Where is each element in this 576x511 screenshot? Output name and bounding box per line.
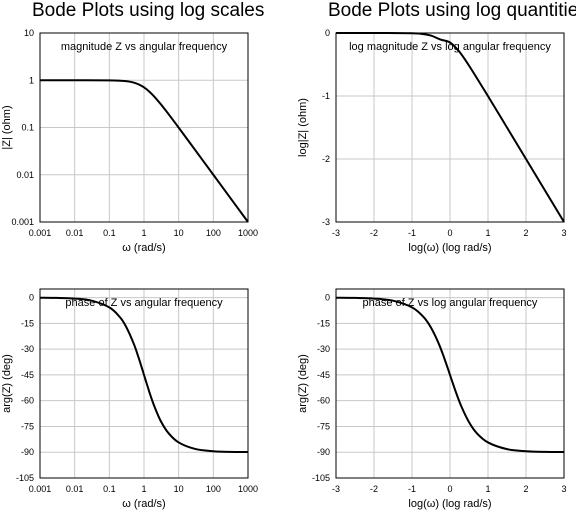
plot-frame <box>335 32 565 223</box>
chart-title: phase of Z vs angular frequency <box>65 297 223 309</box>
series-line <box>335 296 565 454</box>
x-tick-label: 1 <box>485 228 490 238</box>
x-tick-label: -2 <box>370 228 378 238</box>
series-line <box>335 31 565 223</box>
x-tick-label: 0 <box>447 484 452 494</box>
y-tick-label: -45 <box>317 370 330 380</box>
x-axis-label: ω (rad/s) <box>122 498 165 510</box>
y-tick-label: -60 <box>21 396 34 406</box>
y-axis-label: log|Z| (ohm) <box>297 98 309 157</box>
chart-title: phase of Z vs log angular frequency <box>363 297 538 309</box>
x-tick-label: 3 <box>561 228 566 238</box>
x-tick-label: 1 <box>141 228 146 238</box>
y-tick-label: -1 <box>322 91 330 101</box>
x-tick-label: 0.001 <box>29 228 52 238</box>
x-tick-label: 10 <box>174 228 184 238</box>
x-tick-label: 0.1 <box>103 484 116 494</box>
heading-log-scales: Bode Plots using log scales <box>32 0 265 21</box>
x-tick-label: -3 <box>332 484 340 494</box>
x-tick-label: 0.001 <box>29 484 52 494</box>
y-tick-label: 0 <box>325 28 330 38</box>
y-tick-label: 0 <box>325 293 330 303</box>
x-tick-label: -1 <box>408 228 416 238</box>
y-axis-label: |Z| (ohm) <box>1 105 13 149</box>
x-tick-label: 0.01 <box>66 484 84 494</box>
chart-title: log magnitude Z vs log angular frequency <box>349 41 551 53</box>
x-tick-label: 1 <box>141 484 146 494</box>
y-tick-label: -105 <box>16 473 34 483</box>
x-tick-label: 100 <box>206 228 221 238</box>
x-tick-label: 1 <box>485 484 490 494</box>
x-axis-label: log(ω) (log rad/s) <box>408 242 491 254</box>
plot-frame <box>335 288 565 479</box>
y-tick-label: -75 <box>21 421 34 431</box>
y-tick-label: 0 <box>29 293 34 303</box>
y-tick-label: -30 <box>21 344 34 354</box>
x-axis-label: ω (rad/s) <box>122 242 165 254</box>
y-tick-label: -90 <box>317 447 330 457</box>
y-tick-label: -75 <box>317 421 330 431</box>
series-line <box>39 79 249 223</box>
y-axis-label: arg(Z) (deg) <box>1 354 13 413</box>
x-axis-label: log(ω) (log rad/s) <box>408 498 491 510</box>
x-tick-label: 10 <box>174 484 184 494</box>
plot-frame <box>39 32 249 223</box>
y-tick-label: -60 <box>317 396 330 406</box>
x-tick-label: 100 <box>206 484 221 494</box>
y-tick-label: 10 <box>24 28 34 38</box>
y-tick-label: 0.01 <box>16 170 34 180</box>
y-tick-label: -15 <box>317 318 330 328</box>
y-tick-label: 0.001 <box>11 217 34 227</box>
x-tick-label: 0.01 <box>66 228 84 238</box>
x-tick-label: 2 <box>523 228 528 238</box>
x-tick-label: 0.1 <box>103 228 116 238</box>
x-tick-label: 1000 <box>238 484 258 494</box>
plot-frame <box>39 288 249 479</box>
x-tick-label: 1000 <box>238 228 258 238</box>
x-tick-label: -1 <box>408 484 416 494</box>
x-tick-label: -2 <box>370 484 378 494</box>
x-tick-label: 2 <box>523 484 528 494</box>
y-tick-label: -105 <box>312 473 330 483</box>
y-tick-label: -30 <box>317 344 330 354</box>
y-tick-label: 0.1 <box>21 123 34 133</box>
chart-title: magnitude Z vs angular frequency <box>61 41 228 53</box>
x-tick-label: 0 <box>447 228 452 238</box>
series-line <box>39 296 249 454</box>
y-tick-label: -90 <box>21 447 34 457</box>
y-tick-label: -3 <box>322 217 330 227</box>
y-tick-label: -2 <box>322 154 330 164</box>
x-tick-label: -3 <box>332 228 340 238</box>
y-tick-label: 1 <box>29 75 34 85</box>
y-axis-label: arg(Z) (deg) <box>297 354 309 413</box>
heading-log-quantities: Bode Plots using log quantities <box>328 0 576 21</box>
y-tick-label: -45 <box>21 370 34 380</box>
y-tick-label: -15 <box>21 318 34 328</box>
x-tick-label: 3 <box>561 484 566 494</box>
